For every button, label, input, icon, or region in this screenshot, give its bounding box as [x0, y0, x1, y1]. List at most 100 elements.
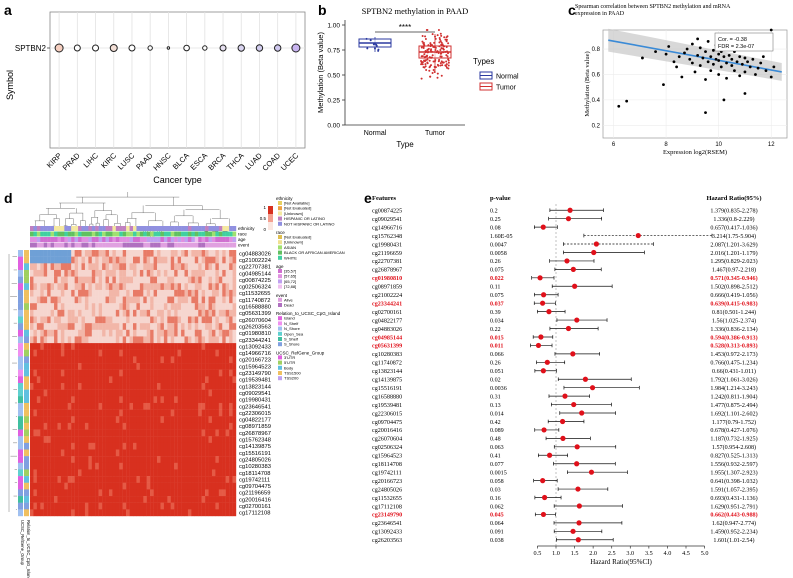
- heatmap-cell: [232, 502, 237, 510]
- legend-swatch: [278, 255, 282, 260]
- heatmap-cell: [153, 442, 158, 450]
- heatmap-cell: [174, 309, 178, 317]
- heatmap-cell: [208, 376, 213, 384]
- heatmap-cell: [102, 456, 106, 463]
- heatmap-cell: [88, 336, 92, 344]
- heatmap-cell: [208, 289, 213, 297]
- heatmap-cell: [36, 442, 41, 450]
- heatmap-cell: [143, 496, 147, 503]
- heatmap-cell: [160, 250, 165, 257]
- heatmap-cell: [229, 363, 233, 370]
- heatmap-cell: [174, 462, 178, 470]
- heatmap-cell: [146, 389, 151, 397]
- heatmap-cell: [177, 476, 182, 483]
- heatmap-cell: [105, 289, 110, 297]
- heatmap-cell: [229, 402, 233, 410]
- heatmap-cell: [33, 323, 38, 330]
- heatmap-cell: [78, 436, 82, 444]
- annotation-cell: [115, 242, 120, 248]
- heatmap-cell: [98, 356, 103, 364]
- heatmap-cell: [81, 303, 86, 311]
- heatmap-cell: [64, 316, 68, 324]
- annotation-cell: [71, 231, 75, 237]
- heatmap-cell: [181, 469, 185, 477]
- heatmap-cell: [194, 402, 199, 410]
- jitter-point: [423, 43, 426, 46]
- heatmap-cell: [122, 256, 127, 264]
- heatmap-cell: [208, 449, 213, 457]
- probe-label: cg09029541: [239, 391, 271, 397]
- jitter-point: [432, 45, 435, 48]
- heatmap-cell: [157, 303, 161, 311]
- heatmap-cell: [229, 256, 233, 264]
- heatmap-cell: [177, 263, 182, 271]
- heatmap-cell: [95, 343, 99, 350]
- heatmap-cell: [30, 316, 34, 324]
- heatmap-cell: [78, 402, 82, 410]
- heatmap-cell: [47, 383, 51, 390]
- heatmap-cell: [177, 409, 182, 417]
- heatmap-cell: [184, 363, 189, 370]
- jitter-point: [372, 43, 375, 46]
- probe-label: cg26070604: [239, 318, 272, 324]
- heatmap-cell: [129, 396, 134, 404]
- jitter-point: [433, 41, 436, 44]
- heatmap-cell: [211, 329, 216, 337]
- heatmap-cell: [191, 356, 195, 364]
- heatmap-cell: [50, 309, 55, 317]
- heatmap-cell: [122, 496, 127, 503]
- x-axis-label: Type: [396, 140, 414, 149]
- heatmap-cell: [143, 376, 147, 384]
- heatmap-cell: [198, 456, 202, 463]
- heatmap-cell: [215, 263, 220, 271]
- heatmap-cell: [150, 442, 154, 450]
- heatmap-cell: [198, 296, 202, 304]
- heatmap-cell: [225, 389, 230, 397]
- heatmap-cell: [64, 323, 68, 330]
- x-tick-label: 1.5: [571, 550, 579, 557]
- heatmap-cell: [187, 436, 192, 444]
- jitter-point: [420, 63, 423, 66]
- heatmap-cell: [143, 329, 147, 337]
- annotation-cell: [88, 237, 92, 242]
- annotation-cell: [177, 242, 182, 248]
- heatmap-cell: [136, 482, 141, 490]
- probe-label: cg23646541: [239, 404, 271, 410]
- jitter-point: [445, 65, 448, 68]
- heatmap-cell: [229, 323, 233, 330]
- heatmap-cell: [167, 429, 171, 437]
- heatmap-cell: [81, 309, 86, 317]
- heatmap-cell: [167, 316, 171, 324]
- heatmap-cell: [211, 416, 216, 424]
- heatmap-cell: [143, 276, 147, 284]
- heatmap-cell: [181, 263, 185, 271]
- jitter-point: [436, 76, 439, 79]
- heatmap-cell: [143, 449, 147, 457]
- heatmap-cell: [84, 329, 89, 337]
- heatmap-cell: [102, 482, 106, 490]
- heatmap-cell: [208, 422, 213, 430]
- heatmap-cell: [84, 289, 89, 297]
- scatter-point: [722, 98, 726, 102]
- heatmap-cell: [191, 256, 195, 264]
- heatmap-cell: [232, 442, 237, 450]
- heatmap-cell: [187, 336, 192, 344]
- heatmap-cell: [232, 469, 237, 477]
- annotation-cell: [181, 242, 185, 248]
- y-tick-label: 0.8: [592, 47, 601, 53]
- heatmap-cell: [91, 469, 96, 477]
- heatmap-cell: [43, 323, 48, 330]
- legend-swatch: [278, 303, 282, 307]
- heatmap-cell: [170, 496, 175, 503]
- heatmap-cell: [98, 303, 103, 311]
- heatmap-cell: [40, 349, 44, 357]
- x-tick-label: THCA: [225, 151, 246, 172]
- heatmap-cell: [167, 343, 171, 350]
- heatmap-cell: [225, 296, 230, 304]
- heatmap-cell: [225, 436, 230, 444]
- heatmap-cell: [143, 502, 147, 510]
- dot-point: [219, 44, 227, 52]
- heatmap-cell: [194, 429, 199, 437]
- heatmap-cell: [205, 276, 209, 284]
- heatmap-cell: [84, 349, 89, 357]
